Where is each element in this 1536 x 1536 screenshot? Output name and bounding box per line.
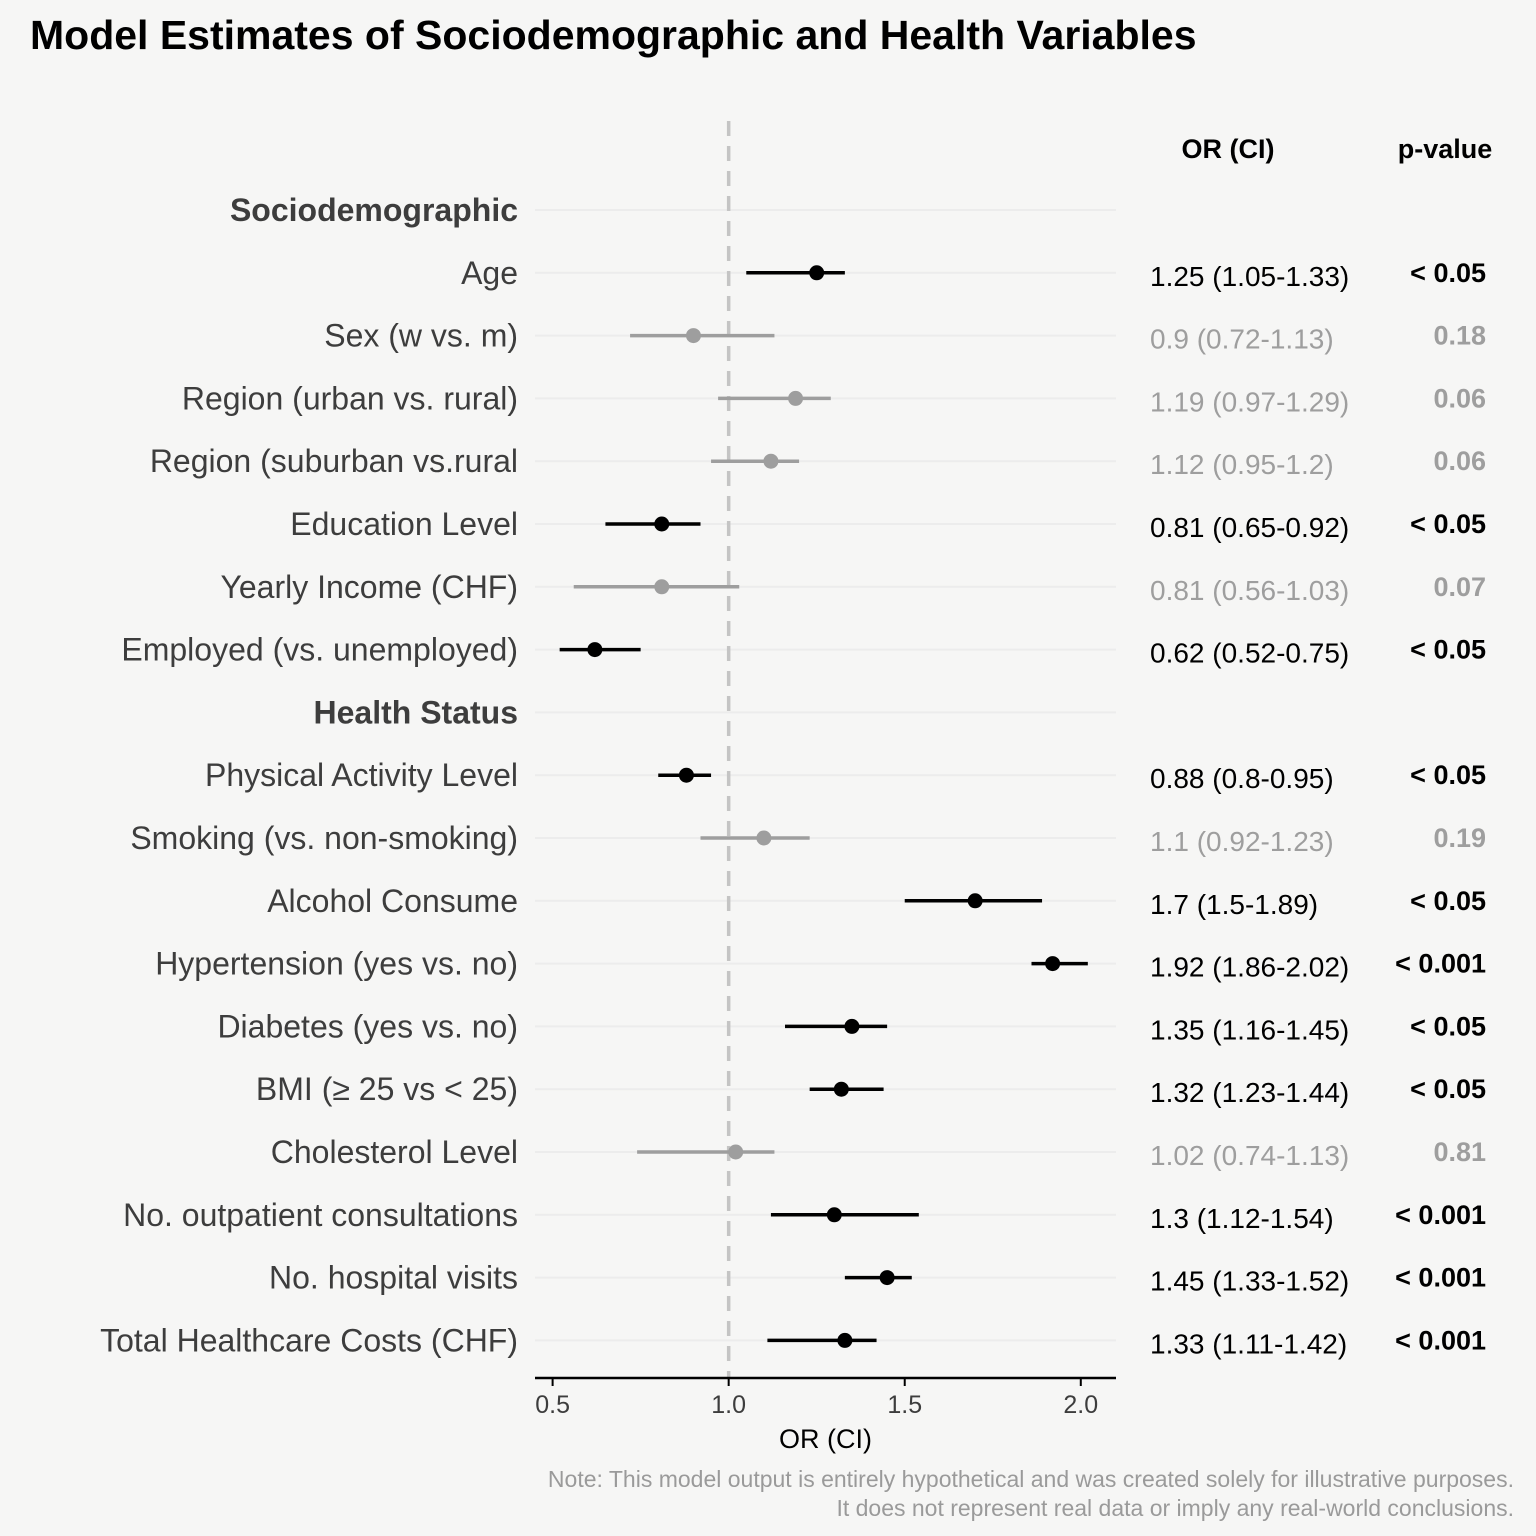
or-ci-value: 1.33 (1.11-1.42) (1150, 1328, 1347, 1359)
group-label: Health Status (314, 694, 518, 730)
row-label: Education Level (290, 506, 518, 542)
estimate-point (728, 1144, 744, 1160)
estimate-point (844, 1018, 860, 1034)
note-line-2: It does not represent real data or imply… (836, 1495, 1514, 1521)
row-label: Physical Activity Level (205, 757, 518, 793)
disclaimer-note: Note: This model output is entirely hypo… (548, 1465, 1514, 1523)
estimate-point (763, 453, 779, 469)
estimate-point (837, 1332, 853, 1348)
row-label: Employed (vs. unemployed) (121, 632, 518, 668)
or-ci-value: 1.1 (0.92-1.23) (1150, 826, 1334, 857)
p-value: 0.18 (1433, 321, 1486, 351)
estimate-point (654, 579, 670, 595)
row-label: Region (suburban vs.rural (150, 443, 518, 479)
x-axis-label: OR (CI) (779, 1424, 872, 1454)
row-label: No. hospital visits (269, 1260, 518, 1296)
estimate-point (587, 642, 603, 658)
or-ci-value: 1.19 (0.97-1.29) (1150, 386, 1349, 417)
row-label: No. outpatient consultations (123, 1197, 518, 1233)
p-value: < 0.001 (1395, 1263, 1486, 1293)
estimate-point (678, 767, 694, 783)
estimate-point (685, 328, 701, 344)
p-value: < 0.05 (1410, 886, 1486, 916)
p-value: < 0.05 (1410, 635, 1486, 665)
or-ci-value: 1.02 (0.74-1.13) (1150, 1140, 1349, 1171)
or-ci-value: 1.25 (1.05-1.33) (1150, 261, 1349, 292)
estimate-point (833, 1081, 849, 1097)
estimate-point (654, 516, 670, 532)
or-ci-value: 1.7 (1.5-1.89) (1150, 889, 1318, 920)
or-ci-value: 0.9 (0.72-1.13) (1150, 324, 1334, 355)
row-label: Hypertension (yes vs. no) (155, 946, 518, 982)
estimate-point (788, 390, 804, 406)
p-value: 0.07 (1433, 572, 1486, 602)
or-ci-value: 1.3 (1.12-1.54) (1150, 1203, 1334, 1234)
row-label: Yearly Income (CHF) (220, 569, 518, 605)
p-value: < 0.001 (1395, 1325, 1486, 1355)
p-value: < 0.05 (1410, 509, 1486, 539)
or-ci-value: 0.81 (0.56-1.03) (1150, 575, 1349, 606)
or-ci-value: 0.62 (0.52-0.75) (1150, 638, 1349, 669)
row-label: Sex (w vs. m) (324, 318, 518, 354)
row-label: Total Healthcare Costs (CHF) (100, 1322, 518, 1358)
group-label: Sociodemographic (230, 192, 518, 228)
header-or-ci: OR (CI) (1182, 134, 1275, 164)
estimate-point (967, 893, 983, 909)
x-tick-label: 2.0 (1063, 1391, 1098, 1419)
or-ci-value: 1.32 (1.23-1.44) (1150, 1077, 1349, 1108)
or-ci-value: 0.81 (0.65-0.92) (1150, 512, 1349, 543)
row-label: Diabetes (yes vs. no) (217, 1008, 518, 1044)
p-value: 0.19 (1433, 823, 1486, 853)
p-value: < 0.001 (1395, 1200, 1486, 1230)
estimate-point (1045, 956, 1061, 972)
x-tick-label: 0.5 (535, 1391, 570, 1419)
or-ci-value: 1.92 (1.86-2.02) (1150, 952, 1349, 983)
or-ci-value: 1.45 (1.33-1.52) (1150, 1266, 1349, 1297)
p-value: < 0.001 (1395, 949, 1486, 979)
chart-title: Model Estimates of Sociodemographic and … (30, 12, 1197, 58)
p-value: < 0.05 (1410, 258, 1486, 288)
estimate-point (756, 830, 772, 846)
p-value: 0.81 (1433, 1137, 1486, 1167)
row-label: Age (461, 255, 518, 291)
or-ci-value: 1.35 (1.16-1.45) (1150, 1014, 1349, 1045)
estimate-point (879, 1270, 895, 1286)
x-tick-label: 1.0 (711, 1391, 746, 1419)
p-value: < 0.05 (1410, 760, 1486, 790)
p-value: 0.06 (1433, 446, 1486, 476)
p-value: 0.06 (1433, 383, 1486, 413)
estimate-point (809, 265, 825, 281)
row-label: Alcohol Consume (267, 883, 518, 919)
row-label: BMI (≥ 25 vs < 25) (256, 1071, 518, 1107)
estimate-point (826, 1207, 842, 1223)
p-value: < 0.05 (1410, 1011, 1486, 1041)
header-p-value: p-value (1398, 134, 1493, 164)
p-value: < 0.05 (1410, 1074, 1486, 1104)
x-tick-label: 1.5 (887, 1391, 922, 1419)
or-ci-value: 0.88 (0.8-0.95) (1150, 763, 1334, 794)
row-label: Region (urban vs. rural) (182, 380, 518, 416)
note-line-1: Note: This model output is entirely hypo… (547, 1466, 1514, 1492)
or-ci-value: 1.12 (0.95-1.2) (1150, 449, 1334, 480)
row-label: Cholesterol Level (271, 1134, 518, 1170)
row-label: Smoking (vs. non-smoking) (130, 820, 518, 856)
